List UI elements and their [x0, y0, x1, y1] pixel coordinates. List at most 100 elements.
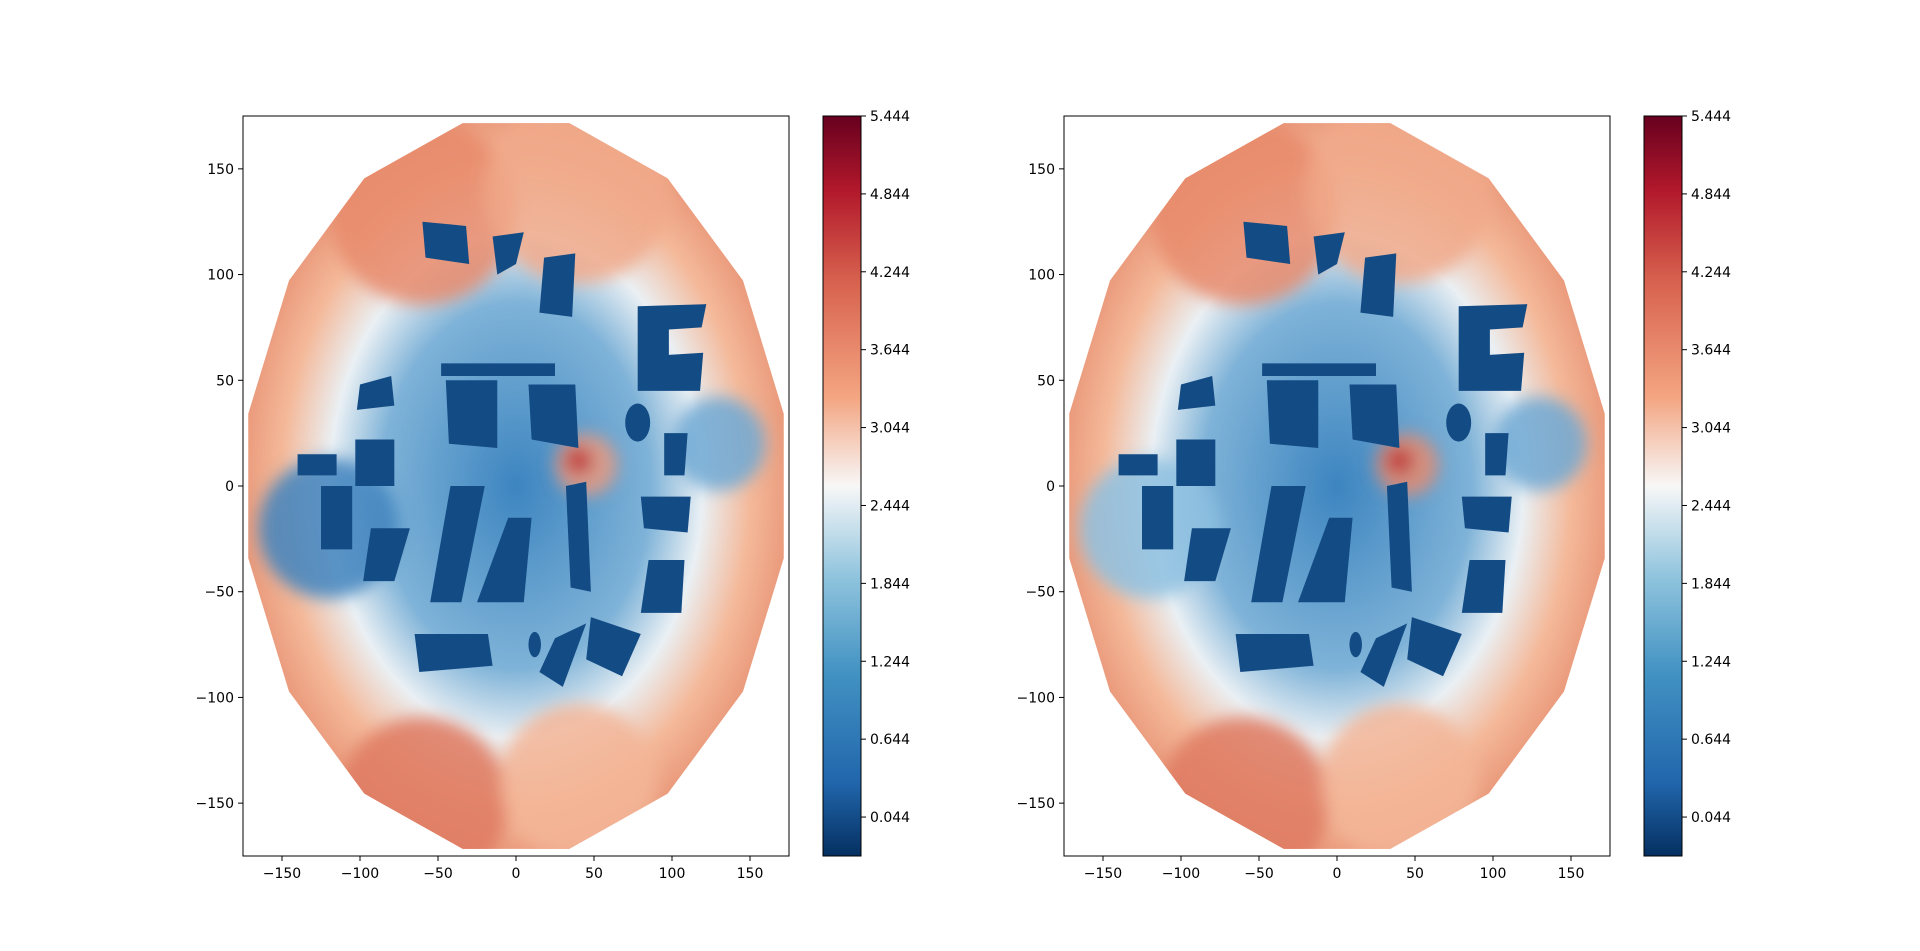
colorbar-tick-label: 0.644	[870, 732, 910, 748]
building-footprint	[1386, 481, 1412, 592]
colorbar-tick-label: 1.844	[870, 576, 910, 592]
y-tick-label: −50	[204, 585, 234, 601]
building-footprint	[640, 496, 691, 533]
colorbar-tick-label: 1.844	[1691, 576, 1731, 592]
x-tick-label: −150	[263, 866, 301, 882]
y-tick-label: −100	[1017, 690, 1055, 706]
colorbar-tick-label: 0.044	[1691, 810, 1731, 826]
y-tick-label: 0	[1046, 479, 1055, 495]
building-footprint	[1360, 253, 1397, 317]
x-tick-label: 100	[659, 866, 686, 882]
building-footprint	[1485, 433, 1509, 476]
building-footprint	[363, 528, 410, 582]
y-tick-label: 50	[216, 373, 234, 389]
y-tick-label: 150	[1028, 162, 1055, 178]
y-tick-label: −150	[1017, 796, 1055, 812]
colorbar-tick-label: 4.244	[870, 265, 910, 281]
building-footprint	[297, 454, 337, 476]
colorbar-2: 5.444 4.844 4.244 3.644 3.044 2.444 1.844 1.244…	[1643, 109, 1731, 857]
colorbar-tick-label: 5.444	[1691, 109, 1731, 125]
building-footprint	[1177, 376, 1216, 410]
building-footprint	[1407, 617, 1462, 677]
building-footprint	[637, 304, 707, 391]
building-footprint	[1176, 439, 1216, 486]
building-footprint	[414, 634, 493, 673]
velocity-field	[1069, 123, 1605, 849]
y-tick-label: −150	[196, 796, 234, 812]
building-footprint	[528, 631, 541, 658]
x-tick-label: −50	[1244, 866, 1274, 882]
heatmap-panel-2: −150 −100 −50 0 50 100 150 150 100 50 0 −50 −100 −150…	[1017, 109, 1732, 882]
building-footprint	[1118, 454, 1158, 476]
building-footprint	[355, 439, 395, 486]
building-footprint	[1461, 496, 1512, 533]
heatmap-panel-1: −150 −100 −50 0 50 100 150 150 100 50 0 −50 −100 −150…	[196, 109, 911, 882]
building-footprint	[445, 380, 498, 448]
building-footprint	[356, 376, 395, 410]
building-footprint	[1235, 634, 1314, 673]
x-tick-label: 150	[1558, 866, 1585, 882]
building-footprint	[1251, 486, 1306, 603]
x-tick-label: 0	[1333, 866, 1342, 882]
x-tick-label: −100	[341, 866, 379, 882]
building-footprint	[430, 486, 485, 603]
colorbar-gradient	[1644, 116, 1682, 856]
building-footprint	[539, 253, 576, 317]
colorbar-tick-label: 2.444	[870, 498, 910, 514]
colorbar-tick-label: 3.644	[1691, 343, 1731, 359]
building-footprint	[1349, 384, 1400, 448]
building-footprint	[441, 363, 555, 377]
y-tick-label: 150	[207, 162, 234, 178]
y-tick-label: 50	[1037, 373, 1055, 389]
building-footprint	[1360, 623, 1408, 687]
building-footprint	[1262, 363, 1376, 377]
building-footprint	[492, 232, 524, 275]
y-tick-label: −100	[196, 690, 234, 706]
velocity-field	[248, 123, 784, 849]
colorbar-gradient	[823, 116, 861, 856]
y-tick-label: 100	[207, 268, 234, 284]
x-tick-label: −100	[1162, 866, 1200, 882]
building-footprint	[1313, 232, 1345, 275]
building-footprint	[640, 560, 685, 613]
x-tick-label: 150	[737, 866, 764, 882]
building-footprint	[664, 433, 688, 476]
building-footprint	[1349, 631, 1362, 658]
building-footprint	[528, 384, 579, 448]
building-footprint	[565, 481, 591, 592]
colorbar-tick-label: 2.444	[1691, 498, 1731, 514]
building-footprint	[1446, 403, 1472, 442]
building-footprint	[539, 623, 587, 687]
colorbar-tick-label: 4.244	[1691, 265, 1731, 281]
building-footprint	[1142, 486, 1174, 550]
building-footprint	[586, 617, 641, 677]
building-footprint	[1266, 380, 1319, 448]
building-footprint	[477, 517, 532, 603]
x-tick-label: 50	[585, 866, 603, 882]
colorbar-1: 5.444 4.844 4.244 3.644 3.044 2.444 1.844 1.244…	[822, 109, 910, 857]
colorbar-tick-label: 4.844	[870, 187, 910, 203]
x-tick-label: 100	[1480, 866, 1507, 882]
colorbar-frame	[1643, 115, 1683, 857]
y-tick-label: 100	[1028, 268, 1055, 284]
building-footprint	[321, 486, 353, 550]
building-footprint	[1461, 560, 1506, 613]
colorbar-tick-label: 0.044	[870, 810, 910, 826]
y-tick-label: −50	[1025, 585, 1055, 601]
building-footprint	[1298, 517, 1353, 603]
colorbar-tick-label: 3.044	[870, 421, 910, 437]
x-tick-label: −50	[423, 866, 453, 882]
colorbar-tick-label: 3.644	[870, 343, 910, 359]
building-footprint	[1243, 221, 1291, 264]
colorbar-tick-label: 5.444	[870, 109, 910, 125]
building-footprint	[422, 221, 470, 264]
x-tick-label: 50	[1406, 866, 1424, 882]
colorbar-tick-label: 1.244	[1691, 654, 1731, 670]
colorbar-tick-label: 1.244	[870, 654, 910, 670]
y-tick-label: 0	[225, 479, 234, 495]
building-footprint	[625, 403, 651, 442]
building-footprint	[1458, 304, 1528, 391]
colorbar-tick-label: 3.044	[1691, 421, 1731, 437]
building-footprint	[1184, 528, 1231, 582]
